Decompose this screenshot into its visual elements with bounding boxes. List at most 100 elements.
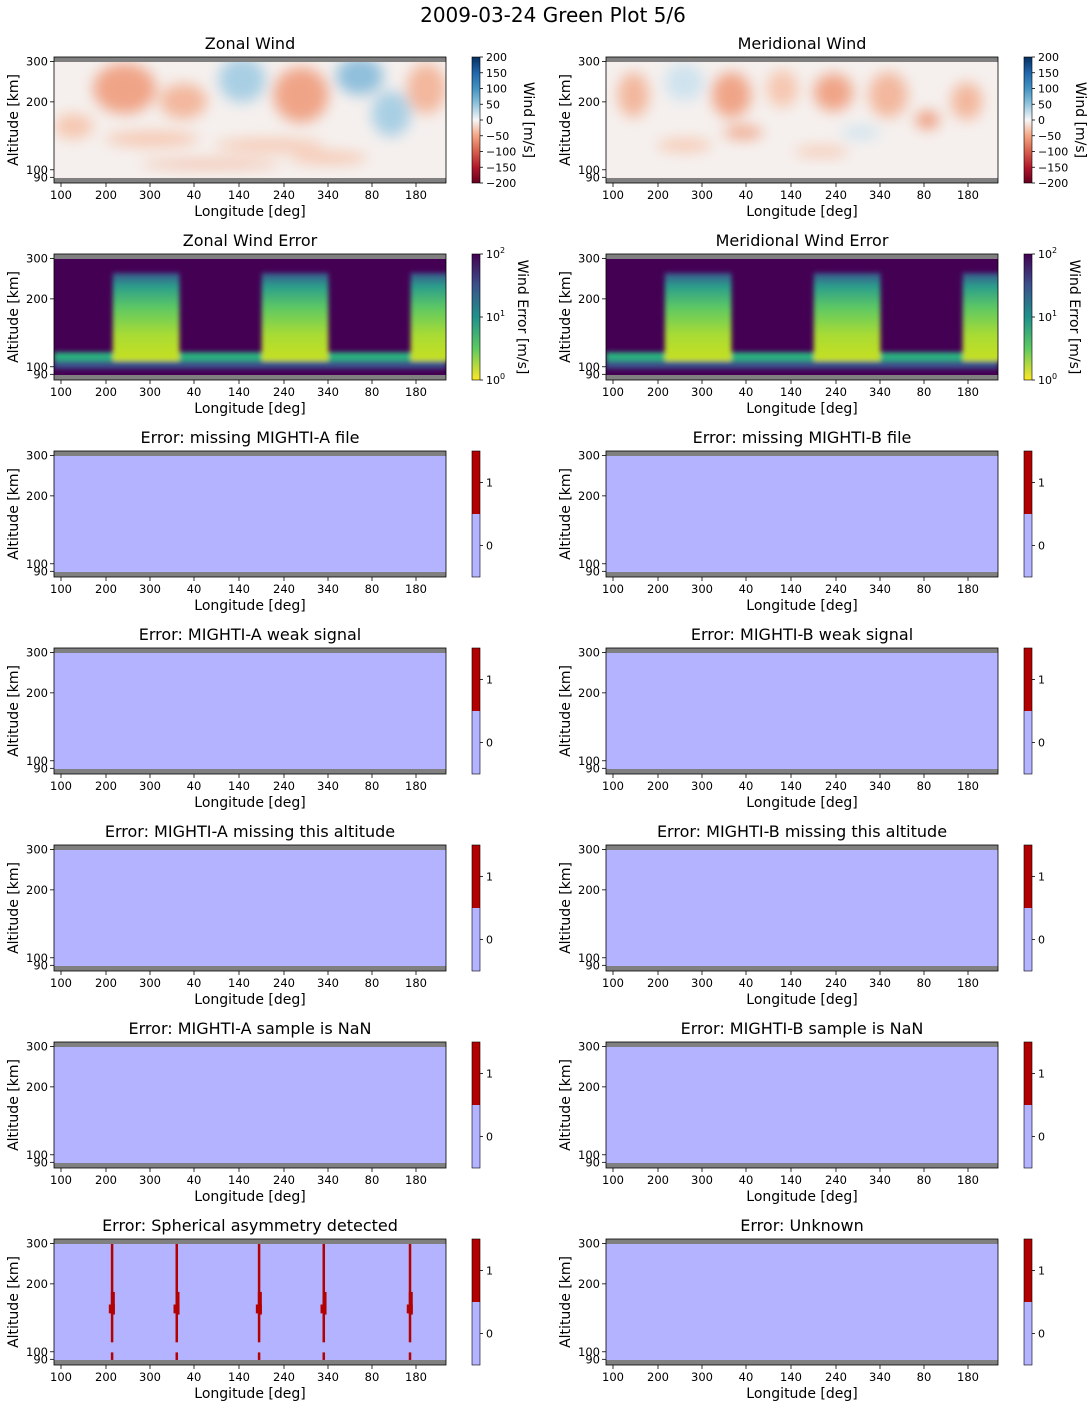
colorbar-segment-one xyxy=(1024,451,1032,514)
flag-mark xyxy=(322,1239,326,1343)
y-tick-label: 100 xyxy=(26,754,48,768)
y-tick-label: 300 xyxy=(578,1039,600,1053)
flag-mark xyxy=(110,1291,115,1315)
colorbar-segment-zero xyxy=(472,908,480,971)
y-tick-label: 100 xyxy=(578,163,600,177)
plot-frame xyxy=(53,450,447,578)
y-tick-label: 300 xyxy=(578,54,600,68)
colorbar-tick-label: 150 xyxy=(1038,67,1059,80)
error-band xyxy=(54,361,446,369)
colorbar-tick-label: 1 xyxy=(486,1068,493,1081)
colorbar-tick-label: 150 xyxy=(486,67,507,80)
colorbar-tick-label: 50 xyxy=(486,98,500,111)
x-tick-label: 300 xyxy=(139,188,161,202)
x-tick-label: 340 xyxy=(869,582,891,596)
y-tick-label: 200 xyxy=(578,1080,600,1094)
y-tick-label: 100 xyxy=(578,1148,600,1162)
x-tick-label: 340 xyxy=(317,1173,339,1187)
colorbar-tick-label: 50 xyxy=(1038,98,1052,111)
panel-alt_a: Error: MIGHTI-A missing this altitude 100… xyxy=(6,822,493,1008)
plot-area xyxy=(54,451,446,577)
x-axis-label: Longitude [deg] xyxy=(194,1386,305,1402)
wind-blob xyxy=(711,72,752,118)
colorbar-tick-label: 1 xyxy=(486,674,493,687)
plot-frame xyxy=(53,844,447,972)
colorbar-scale xyxy=(471,253,481,381)
x-axis-label: Longitude [deg] xyxy=(194,401,305,417)
x-tick-label: 200 xyxy=(647,779,669,793)
error-plume xyxy=(261,272,329,362)
x-tick-label: 140 xyxy=(228,188,250,202)
plot-frame xyxy=(605,56,999,184)
plot-frame xyxy=(605,253,999,381)
wind-blob xyxy=(336,57,384,95)
y-tick-label: 90 xyxy=(585,367,600,381)
plot-frame xyxy=(605,647,999,775)
altitude-limit-band xyxy=(54,572,446,577)
y-tick-label: 200 xyxy=(578,489,600,503)
colorbar-tick-label: 1 xyxy=(1038,871,1045,884)
x-tick-label: 240 xyxy=(825,385,847,399)
colorbar-segment-one xyxy=(472,451,480,514)
flag-mark xyxy=(408,1239,412,1343)
y-axis-label: Altitude [km] xyxy=(558,862,574,954)
y-axis-label: Altitude [km] xyxy=(558,468,574,560)
flag-background xyxy=(606,648,998,774)
panel-meridional_wind: Meridional Wind 100 200 300 40 140 240 340 80 180… xyxy=(558,34,1088,220)
x-tick-label: 140 xyxy=(228,1173,250,1187)
y-tick-label: 300 xyxy=(578,448,600,462)
altitude-limit-band xyxy=(606,966,998,971)
x-axis-label: Longitude [deg] xyxy=(194,204,305,220)
colorbar-frame xyxy=(471,647,481,775)
x-tick-label: 240 xyxy=(273,976,295,990)
panel-title: Error: MIGHTI-B weak signal xyxy=(691,625,913,644)
colorbar-frame xyxy=(471,844,481,972)
plot-frame xyxy=(53,253,447,381)
x-tick-label: 140 xyxy=(780,779,802,793)
colorbar-tick-exponent: 0 xyxy=(500,372,505,381)
colorbar-frame xyxy=(1023,450,1033,578)
plot-area xyxy=(54,648,446,774)
colorbar: 10 xyxy=(471,1041,493,1169)
colorbar-frame xyxy=(471,1041,481,1169)
colorbar: 10 xyxy=(471,844,493,972)
altitude-limit-band xyxy=(606,845,998,850)
x-tick-label: 100 xyxy=(50,779,72,793)
flag-background xyxy=(54,648,446,774)
flag-background xyxy=(606,1239,998,1365)
colorbar-tick-exponent: 2 xyxy=(500,246,505,255)
x-tick-label: 40 xyxy=(739,1370,754,1384)
altitude-limit-band xyxy=(54,966,446,971)
colorbar: 10 xyxy=(1023,1238,1045,1366)
panel-title: Error: missing MIGHTI-A file xyxy=(141,428,360,447)
y-tick-label: 90 xyxy=(33,1155,48,1169)
wind-blob xyxy=(140,160,282,168)
plot-area xyxy=(606,57,998,183)
x-tick-label: 140 xyxy=(780,385,802,399)
plot-area xyxy=(54,254,446,380)
x-axis-label: Longitude [deg] xyxy=(746,795,857,811)
altitude-limit-band xyxy=(606,1239,998,1244)
panel-title: Error: MIGHTI-A missing this altitude xyxy=(105,822,395,841)
flag-background xyxy=(606,451,998,577)
x-tick-label: 80 xyxy=(917,385,932,399)
plot-frame xyxy=(53,56,447,184)
panel-title: Error: MIGHTI-B missing this altitude xyxy=(657,822,947,841)
x-tick-label: 140 xyxy=(780,1370,802,1384)
panel-alt_b: Error: MIGHTI-B missing this altitude 100… xyxy=(558,822,1045,1008)
colorbar-tick-exponent: 2 xyxy=(1052,246,1057,255)
colorbar-segment-one xyxy=(472,1042,480,1105)
x-tick-label: 40 xyxy=(739,188,754,202)
x-tick-label: 200 xyxy=(95,188,117,202)
flag-mark xyxy=(322,1291,327,1315)
colorbar-tick-label: −100 xyxy=(1038,146,1068,159)
altitude-limit-band xyxy=(606,451,998,456)
colorbar-segment-zero xyxy=(472,711,480,774)
colorbar-scale xyxy=(471,56,481,184)
flag-background xyxy=(54,451,446,577)
colorbar-scale xyxy=(1023,253,1033,381)
wind-blob xyxy=(54,113,94,139)
x-tick-label: 340 xyxy=(869,385,891,399)
x-tick-label: 80 xyxy=(365,1173,380,1187)
panel-title: Error: MIGHTI-A weak signal xyxy=(139,625,362,644)
